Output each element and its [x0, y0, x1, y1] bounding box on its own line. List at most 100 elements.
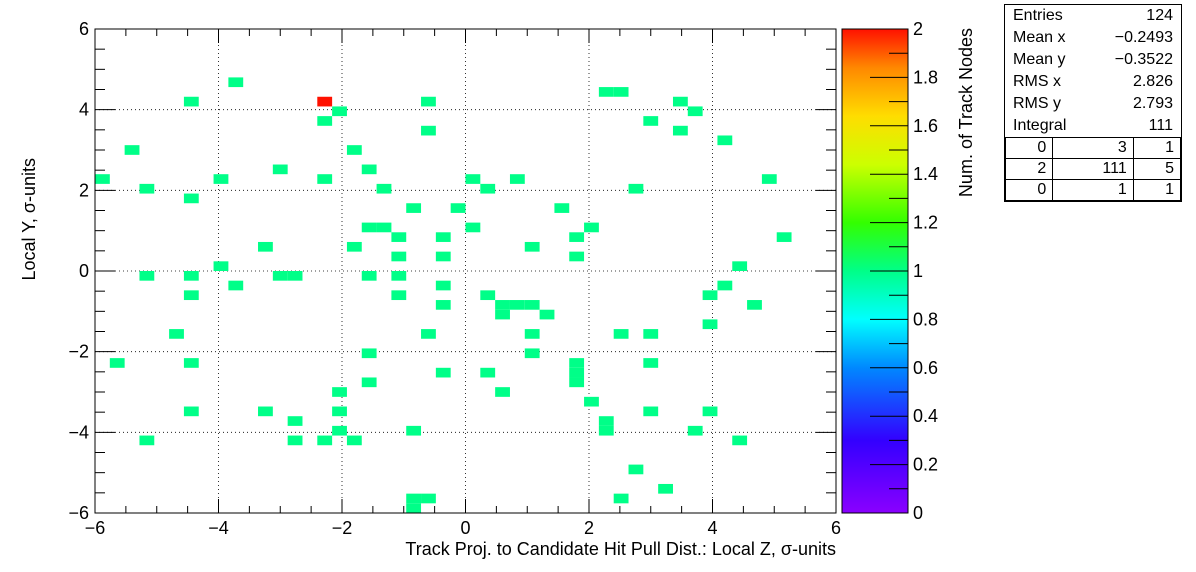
overflow-cell: 1: [1132, 137, 1182, 159]
heatmap-cell: [717, 135, 733, 146]
heatmap-cell: [569, 377, 585, 388]
y-axis-label: Local Y, σ-units: [19, 158, 39, 281]
heatmap-cell: [465, 222, 481, 233]
heatmap-cell: [287, 416, 303, 426]
x-tick-label: 4: [707, 518, 717, 538]
heatmap-cell: [391, 271, 407, 281]
heatmap-cell: [435, 367, 451, 378]
stats-row-entries: Entries 124: [1013, 7, 1173, 24]
overflow-cell: 1: [1132, 179, 1182, 201]
heatmap-cell: [687, 425, 703, 436]
z-tick-label: 1.4: [913, 164, 938, 184]
heatmap-cell: [406, 203, 422, 213]
heatmap-cell: [406, 493, 422, 504]
heatmap-cell: [613, 329, 629, 339]
heatmap-cell: [421, 493, 436, 504]
heatmap-cell: [272, 271, 288, 281]
heatmap-cell: [213, 174, 229, 184]
stats-row-rms-y: RMS y 2.793: [1013, 95, 1173, 112]
heatmap-cell: [361, 271, 377, 281]
heatmap-cell: [213, 261, 229, 271]
heatmap-cell: [702, 319, 718, 330]
grid-lines: [95, 29, 836, 513]
heatmap-cell: [183, 96, 199, 107]
z-tick-label: 1.2: [913, 213, 938, 233]
heatmap-cell: [317, 435, 333, 446]
z-tick-label: 0: [913, 503, 923, 523]
heatmap-cell: [376, 183, 392, 194]
overflow-cell: 2: [1004, 158, 1054, 180]
heatmap-cell: [139, 271, 155, 281]
heatmap-cell: [643, 358, 659, 368]
heatmap-cell: [183, 290, 199, 301]
heatmap-cell: [346, 145, 362, 155]
heatmap-cell: [732, 261, 748, 271]
heatmap-cells: [95, 77, 792, 513]
heatmap-cell: [391, 251, 407, 262]
heatmap-cell: [495, 309, 510, 320]
heatmap-cell: [95, 174, 110, 184]
stats-row-mean-y: Mean y −0.3522: [1013, 51, 1173, 68]
heatmap-cell: [272, 164, 288, 175]
heatmap-cell: [628, 183, 644, 194]
heatmap-cell: [584, 222, 599, 233]
heatmap-cell: [524, 241, 540, 252]
heatmap-cell: [183, 406, 199, 417]
x-axis: −6 −4 −2 0 2 4 6: [85, 29, 841, 538]
overflow-cell: 5: [1132, 158, 1182, 180]
heatmap-cell: [524, 329, 540, 339]
heatmap-cell: [702, 406, 718, 417]
heatmap-cell: [539, 309, 555, 320]
heatmap-cell: [376, 222, 392, 233]
heatmap-cell: [509, 174, 525, 184]
heatmap-cell: [761, 174, 777, 184]
overflow-row: 0 3 1: [1004, 137, 1182, 159]
heatmap-cell: [361, 377, 377, 388]
heatmap-cell: [495, 387, 510, 397]
heatmap-cell: [317, 96, 333, 107]
heatmap-cell: [317, 174, 333, 184]
heatmap-cell: [569, 232, 585, 242]
heatmap-cell: [598, 87, 614, 97]
stats-box: Entries 124 Mean x −0.2493 Mean y −0.3522 R…: [1004, 4, 1182, 202]
heatmap-cell: [643, 116, 659, 126]
chart-area: −6 −4 −2 0 2 4 6 −6 −4 −2 0 2 4 6 0 0.2 0.4 0.6 0.8 1 1.2 1…: [19, 19, 976, 559]
z-tick-label: 2: [913, 19, 923, 39]
heatmap-cell: [554, 203, 570, 213]
heatmap-cell: [480, 183, 496, 194]
heatmap-cell: [569, 358, 585, 368]
heatmap-cell: [258, 241, 273, 252]
heatmap-cell: [287, 271, 303, 281]
heatmap-cell: [391, 232, 407, 242]
heatmap-cell: [435, 251, 451, 262]
heatmap-cell: [287, 435, 303, 446]
y-tick-label: −2: [68, 342, 89, 362]
x-axis-label: Track Proj. to Candidate Hit Pull Dist.:…: [405, 539, 836, 559]
heatmap-cell: [672, 96, 688, 107]
heatmap-cell: [421, 96, 436, 107]
heatmap-cell: [228, 77, 244, 88]
heatmap-cell: [124, 145, 140, 155]
heatmap-cell: [732, 435, 748, 446]
heatmap-cell: [613, 493, 629, 504]
z-tick-label: 1.6: [913, 116, 938, 136]
heatmap-cell: [524, 348, 540, 359]
stats-row-integral: Integral 111: [1013, 117, 1173, 134]
heatmap-cell: [598, 416, 614, 426]
overflow-row: 2 111 5: [1004, 158, 1182, 180]
z-tick-label: 1: [913, 261, 923, 281]
z-tick-label: 1.8: [913, 67, 938, 87]
heatmap-cell: [702, 290, 718, 301]
z-axis-label: Num. of Track Nodes: [956, 28, 976, 197]
x-tick-label: 2: [584, 518, 594, 538]
heatmap-cell: [598, 425, 614, 436]
heatmap-cell: [495, 300, 510, 310]
heatmap-cell: [717, 280, 733, 291]
heatmap-cell: [643, 329, 659, 339]
heatmap-cell: [687, 106, 703, 117]
heatmap-cell: [183, 358, 199, 368]
heatmap-cell: [183, 193, 199, 204]
heatmap-cell: [361, 348, 377, 359]
color-scale-axis: 0 0.2 0.4 0.6 0.8 1 1.2 1.4 1.6 1.8 2: [870, 19, 938, 523]
heatmap-cell: [672, 125, 688, 136]
